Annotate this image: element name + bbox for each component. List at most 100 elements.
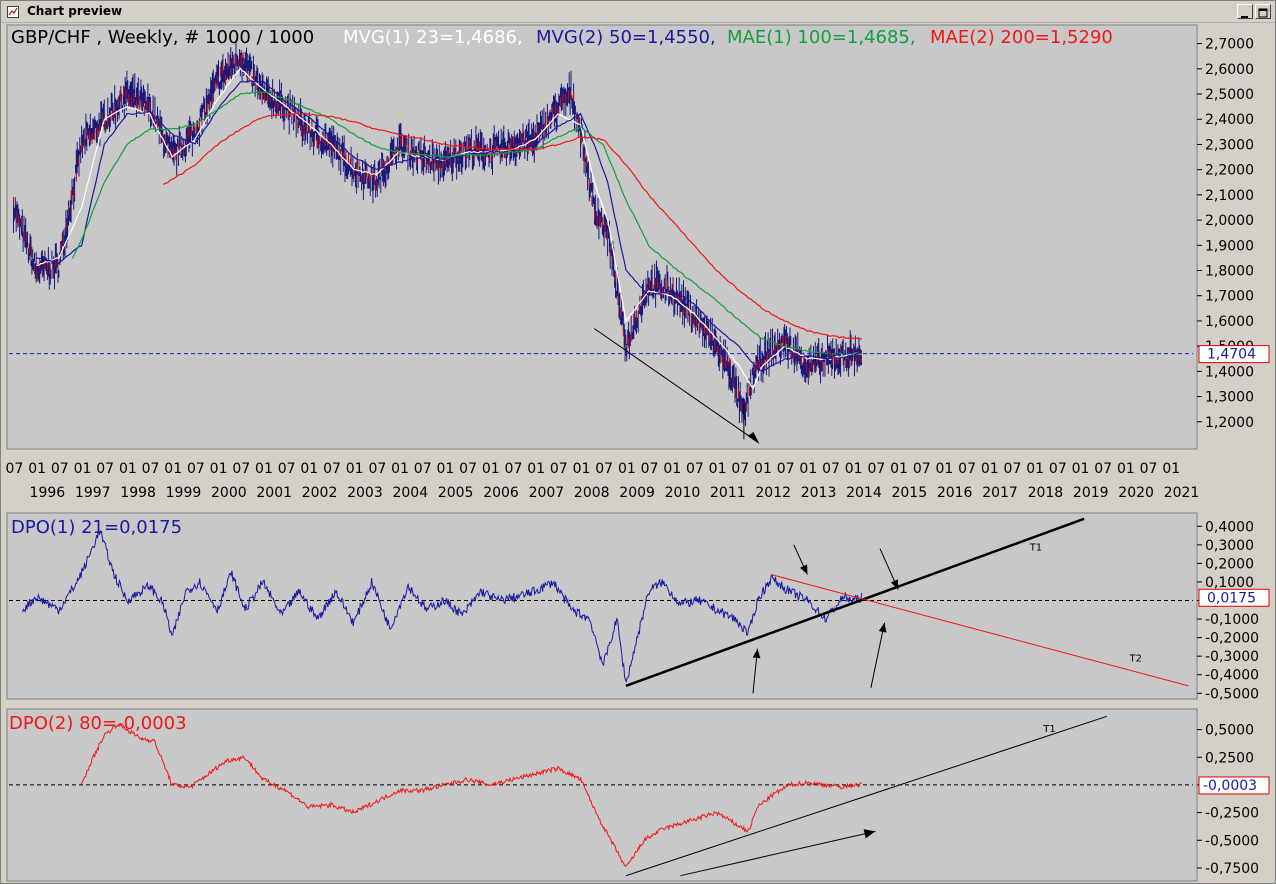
title-bar[interactable]: Chart preview: [1, 1, 1275, 23]
year-tick-label: 2021: [1164, 485, 1200, 501]
month-tick-label: 01: [799, 461, 817, 477]
month-tick-label: 01: [1072, 461, 1090, 477]
dpo1-y-tick-label: -0,5000: [1205, 686, 1259, 702]
time-axis: 07 01 07 01 07 01 07 01 07 01 07 01 07 01 07 01 07 01 07 01…: [6, 461, 1200, 501]
month-tick-label: 01: [1162, 461, 1180, 477]
dpo1-arrow-down-1-head: [800, 564, 808, 575]
month-tick-label: 07: [96, 461, 114, 477]
window-title: Chart preview: [27, 4, 123, 18]
dpo1-plot-bg: [6, 512, 1198, 700]
price-y-tick-label: 2,7000: [1205, 37, 1254, 53]
price-plot-bg: [6, 24, 1198, 450]
down-trend-arrowhead: [747, 431, 760, 444]
symbol-label: GBP/CHF , Weekly, # 1000 / 1000: [11, 27, 314, 48]
year-tick-label: 2002: [302, 485, 338, 501]
dpo1-y-tick-label: 0,4000: [1205, 519, 1254, 535]
mae-2-200-line: [162, 112, 863, 341]
price-series-group: [13, 41, 863, 426]
dpo2-title: DPO(2) 80=-0,0003: [9, 713, 187, 734]
year-tick-label: 2004: [392, 485, 428, 501]
current-price-box: 1,4704: [1198, 345, 1270, 364]
year-tick-label: 2003: [347, 485, 383, 501]
maximize-button[interactable]: [1255, 4, 1271, 19]
month-tick-label: 01: [709, 461, 727, 477]
dpo1-trendline-t2: [770, 574, 1189, 687]
price-y-tick-label: 2,6000: [1205, 62, 1254, 78]
dpo1-title: DPO(1) 21=0,0175: [11, 517, 182, 538]
price-y-tick-label: 1,6000: [1205, 314, 1254, 330]
month-tick-label: 01: [981, 461, 999, 477]
month-tick-label: 07: [1140, 461, 1158, 477]
dpo1-trendlines: [625, 517, 1189, 694]
price-y-tick-label: 1,3000: [1205, 390, 1254, 406]
dpo1-y-tick-label: 0,3000: [1205, 538, 1254, 554]
month-tick-label: 07: [505, 461, 523, 477]
month-tick-label: 07: [368, 461, 386, 477]
minimize-button[interactable]: [1237, 4, 1253, 19]
month-tick-label: 07: [641, 461, 659, 477]
current-price-value: 1,4704: [1207, 347, 1256, 363]
month-tick-label: 07: [822, 461, 840, 477]
dpo2-trendlines: [625, 715, 1107, 877]
month-tick-label: 01: [890, 461, 908, 477]
price-y-tick-label: 2,4000: [1205, 112, 1254, 128]
dpo1-panel: DPO(1) 21=0,0175 T1 T2 0,4000 0,3000 0,200…: [6, 512, 1270, 702]
month-tick-label: 01: [754, 461, 772, 477]
dpo1-trendline-t1: [625, 517, 1085, 688]
month-tick-label: 07: [6, 461, 24, 477]
month-tick-label: 01: [436, 461, 454, 477]
dpo1-y-tick-label: -0,4000: [1205, 668, 1259, 684]
year-tick-label: 2009: [619, 485, 655, 501]
dpo1-y-tick-label: -0,2000: [1205, 631, 1259, 647]
month-tick-label: 07: [550, 461, 568, 477]
year-tick-label: 2006: [483, 485, 519, 501]
year-tick-label: 2020: [1118, 485, 1154, 501]
year-tick-label: 1996: [30, 485, 66, 501]
month-tick-label: 07: [232, 461, 250, 477]
mvg1-legend: MVG(1) 23=1,4686,: [343, 27, 523, 48]
month-tick-label: 01: [164, 461, 182, 477]
minimize-icon: [1241, 16, 1248, 18]
month-tick-label: 01: [527, 461, 545, 477]
maximize-icon: [1258, 8, 1268, 18]
month-tick-label: 07: [1049, 461, 1067, 477]
month-tick-label: 07: [867, 461, 885, 477]
year-tick-label: 1997: [75, 485, 111, 501]
dpo2-panel: DPO(2) 80=-0,0003 T1 0,50000,25000,0000-…: [6, 708, 1270, 882]
dpo1-t1-label: T1: [1029, 542, 1042, 553]
month-tick-label: 01: [300, 461, 318, 477]
mae2-legend: MAE(2) 200=1,5290: [930, 27, 1113, 48]
dpo1-line: [22, 529, 863, 683]
chart-area: GBP/CHF , Weekly, # 1000 / 1000 MVG(1) 2…: [6, 24, 1270, 882]
year-tick-label: 2008: [574, 485, 610, 501]
dpo2-current-value: -0,0003: [1203, 778, 1257, 794]
year-tick-label: 2019: [1073, 485, 1109, 501]
month-tick-label: 01: [1117, 461, 1135, 477]
dpo1-arrow-up-1-head: [752, 648, 761, 659]
month-tick-label: 01: [618, 461, 636, 477]
price-y-tick-label: 1,8000: [1205, 264, 1254, 280]
dpo2-y-tick-label: -0,5000: [1205, 833, 1259, 849]
dpo1-current-box: 0,0175: [1198, 588, 1270, 607]
dpo2-arrow-head: [863, 829, 876, 839]
month-tick-label: 01: [663, 461, 681, 477]
dpo2-y-tick-label: 0,5000: [1205, 723, 1254, 739]
dpo2-t1-label: T1: [1042, 724, 1055, 735]
month-tick-label: 07: [323, 461, 341, 477]
month-tick-label: 07: [686, 461, 704, 477]
price-y-tick-label: 2,3000: [1205, 137, 1254, 153]
month-tick-label: 07: [777, 461, 795, 477]
mvg2-legend: MVG(2) 50=1,4550,: [536, 27, 716, 48]
dpo1-series-group: [22, 529, 863, 683]
year-tick-label: 2005: [438, 485, 474, 501]
year-tick-label: 2018: [1028, 485, 1064, 501]
year-tick-label: 2012: [755, 485, 791, 501]
window-icon: [7, 6, 19, 18]
year-tick-label: 2016: [937, 485, 973, 501]
price-y-tick-label: 1,7000: [1205, 289, 1254, 305]
dpo2-y-tick-label: 0,2500: [1205, 750, 1254, 766]
month-tick-label: 01: [845, 461, 863, 477]
dpo2-y-tick-label: -0,7500: [1205, 861, 1259, 877]
dpo2-series-group: [81, 722, 862, 867]
